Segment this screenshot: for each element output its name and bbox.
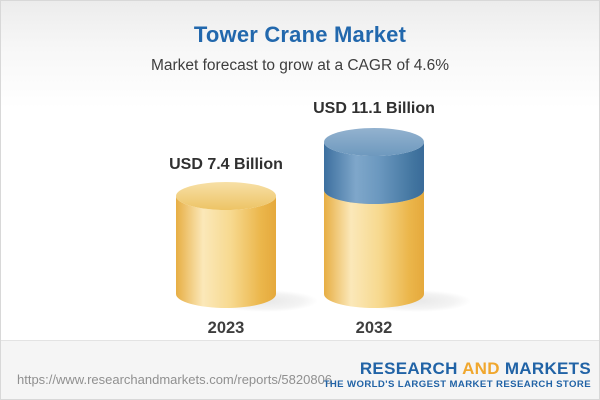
value-label-2023: USD 7.4 Billion: [169, 156, 283, 173]
logo-word-and: AND: [462, 359, 500, 379]
bar-2032-cylinder: [324, 128, 424, 308]
logo-word-research: RESEARCH: [359, 359, 458, 379]
chart-title: Tower Crane Market: [193, 22, 407, 47]
logo-word-markets: MARKETS: [504, 359, 591, 379]
category-label-2032: 2032: [356, 319, 393, 337]
chart-subtitle: Market forecast to grow at a CAGR of 4.6…: [150, 57, 450, 74]
report-url: https://www.researchandmarkets.com/repor…: [17, 372, 333, 387]
value-label-2032: USD 11.1 Billion: [313, 100, 435, 117]
category-label-2023: 2023: [208, 319, 245, 337]
chart-header: Tower Crane Market Market forecast to gr…: [1, 1, 599, 75]
bar-2023-cylinder: [176, 182, 276, 308]
logo-tagline: THE WORLD'S LARGEST MARKET RESEARCH STOR…: [323, 379, 591, 391]
footer-bar: https://www.researchandmarkets.com/repor…: [1, 340, 599, 399]
research-and-markets-logo: RESEARCH AND MARKETS THE WORLD'S LARGEST…: [324, 360, 591, 390]
logo-wordmark: RESEARCH AND MARKETS: [324, 360, 591, 377]
